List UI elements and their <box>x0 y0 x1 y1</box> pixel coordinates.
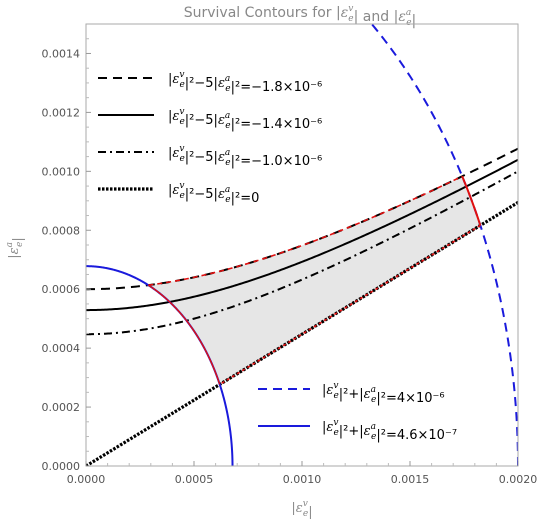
x-tick-label: 0.0010 <box>283 473 322 486</box>
y-tick-label: 0.0014 <box>42 47 81 60</box>
boundary-small-arc <box>147 284 221 385</box>
plot-area <box>86 24 518 466</box>
y-tick-label: 0.0008 <box>42 224 81 237</box>
legend-hyperbolas: |εv e|²−5|εa e|²=−1.8×10⁻⁶ |εv e|²−5|εa e|²=−… <box>98 70 322 206</box>
legend-item-label: |εv e|²−5|εa e|²=−1.0×10⁻⁶ <box>168 144 322 169</box>
boundary-large-arc <box>461 175 482 226</box>
x-axis-label: |εv e| <box>291 499 312 520</box>
y-tick-label: 0.0006 <box>42 283 81 296</box>
boundary-upper <box>148 175 463 286</box>
legend-item-label: |εv e|²−5|εa e|²=0 <box>168 181 259 206</box>
legend-item-label: |εv e|²+|εa e|²=4×10⁻⁶ <box>322 381 445 406</box>
y-axis-label: |εae| <box>5 237 26 258</box>
region-boundary <box>147 175 482 386</box>
y-tick-label: 0.0002 <box>42 401 81 414</box>
chart-title: Survival Contours for |εv e| and |εa e| <box>184 4 417 29</box>
legend-item-label: |εv e|²+|εa e|²=4.6×10⁻⁷ <box>322 418 457 443</box>
survival-shaded-region <box>148 176 481 385</box>
boundary-lower <box>219 224 481 386</box>
x-tick-label: 0.0000 <box>67 473 106 486</box>
x-tick-label: 0.0020 <box>499 473 538 486</box>
legend-circles: |εv e|²+|εa e|²=4×10⁻⁶ |εv e|²+|εa e|²=4.6×10… <box>258 381 457 443</box>
y-axis-ticks: 0.0000 0.0002 0.0004 0.0006 0.0008 0.0010 0.00… <box>42 38 91 473</box>
series-line-3 <box>86 170 518 336</box>
x-axis-ticks: 0.0000 0.0005 0.0010 0.0015 0.0020 <box>67 461 538 486</box>
legend-item-label: |εv e|²−5|εa e|²=−1.4×10⁻⁶ <box>168 107 322 132</box>
y-tick-label: 0.0004 <box>42 342 81 355</box>
y-tick-label: 0.0000 <box>42 460 81 473</box>
x-tick-label: 0.0005 <box>175 473 214 486</box>
series-line-2 <box>86 158 518 312</box>
y-tick-label: 0.0010 <box>42 165 81 178</box>
series-line-5 <box>370 24 518 466</box>
legend-item-label: |εv e|²−5|εa e|²=−1.8×10⁻⁶ <box>168 70 322 95</box>
x-tick-label: 0.0015 <box>391 473 430 486</box>
y-tick-label: 0.0012 <box>42 106 81 119</box>
